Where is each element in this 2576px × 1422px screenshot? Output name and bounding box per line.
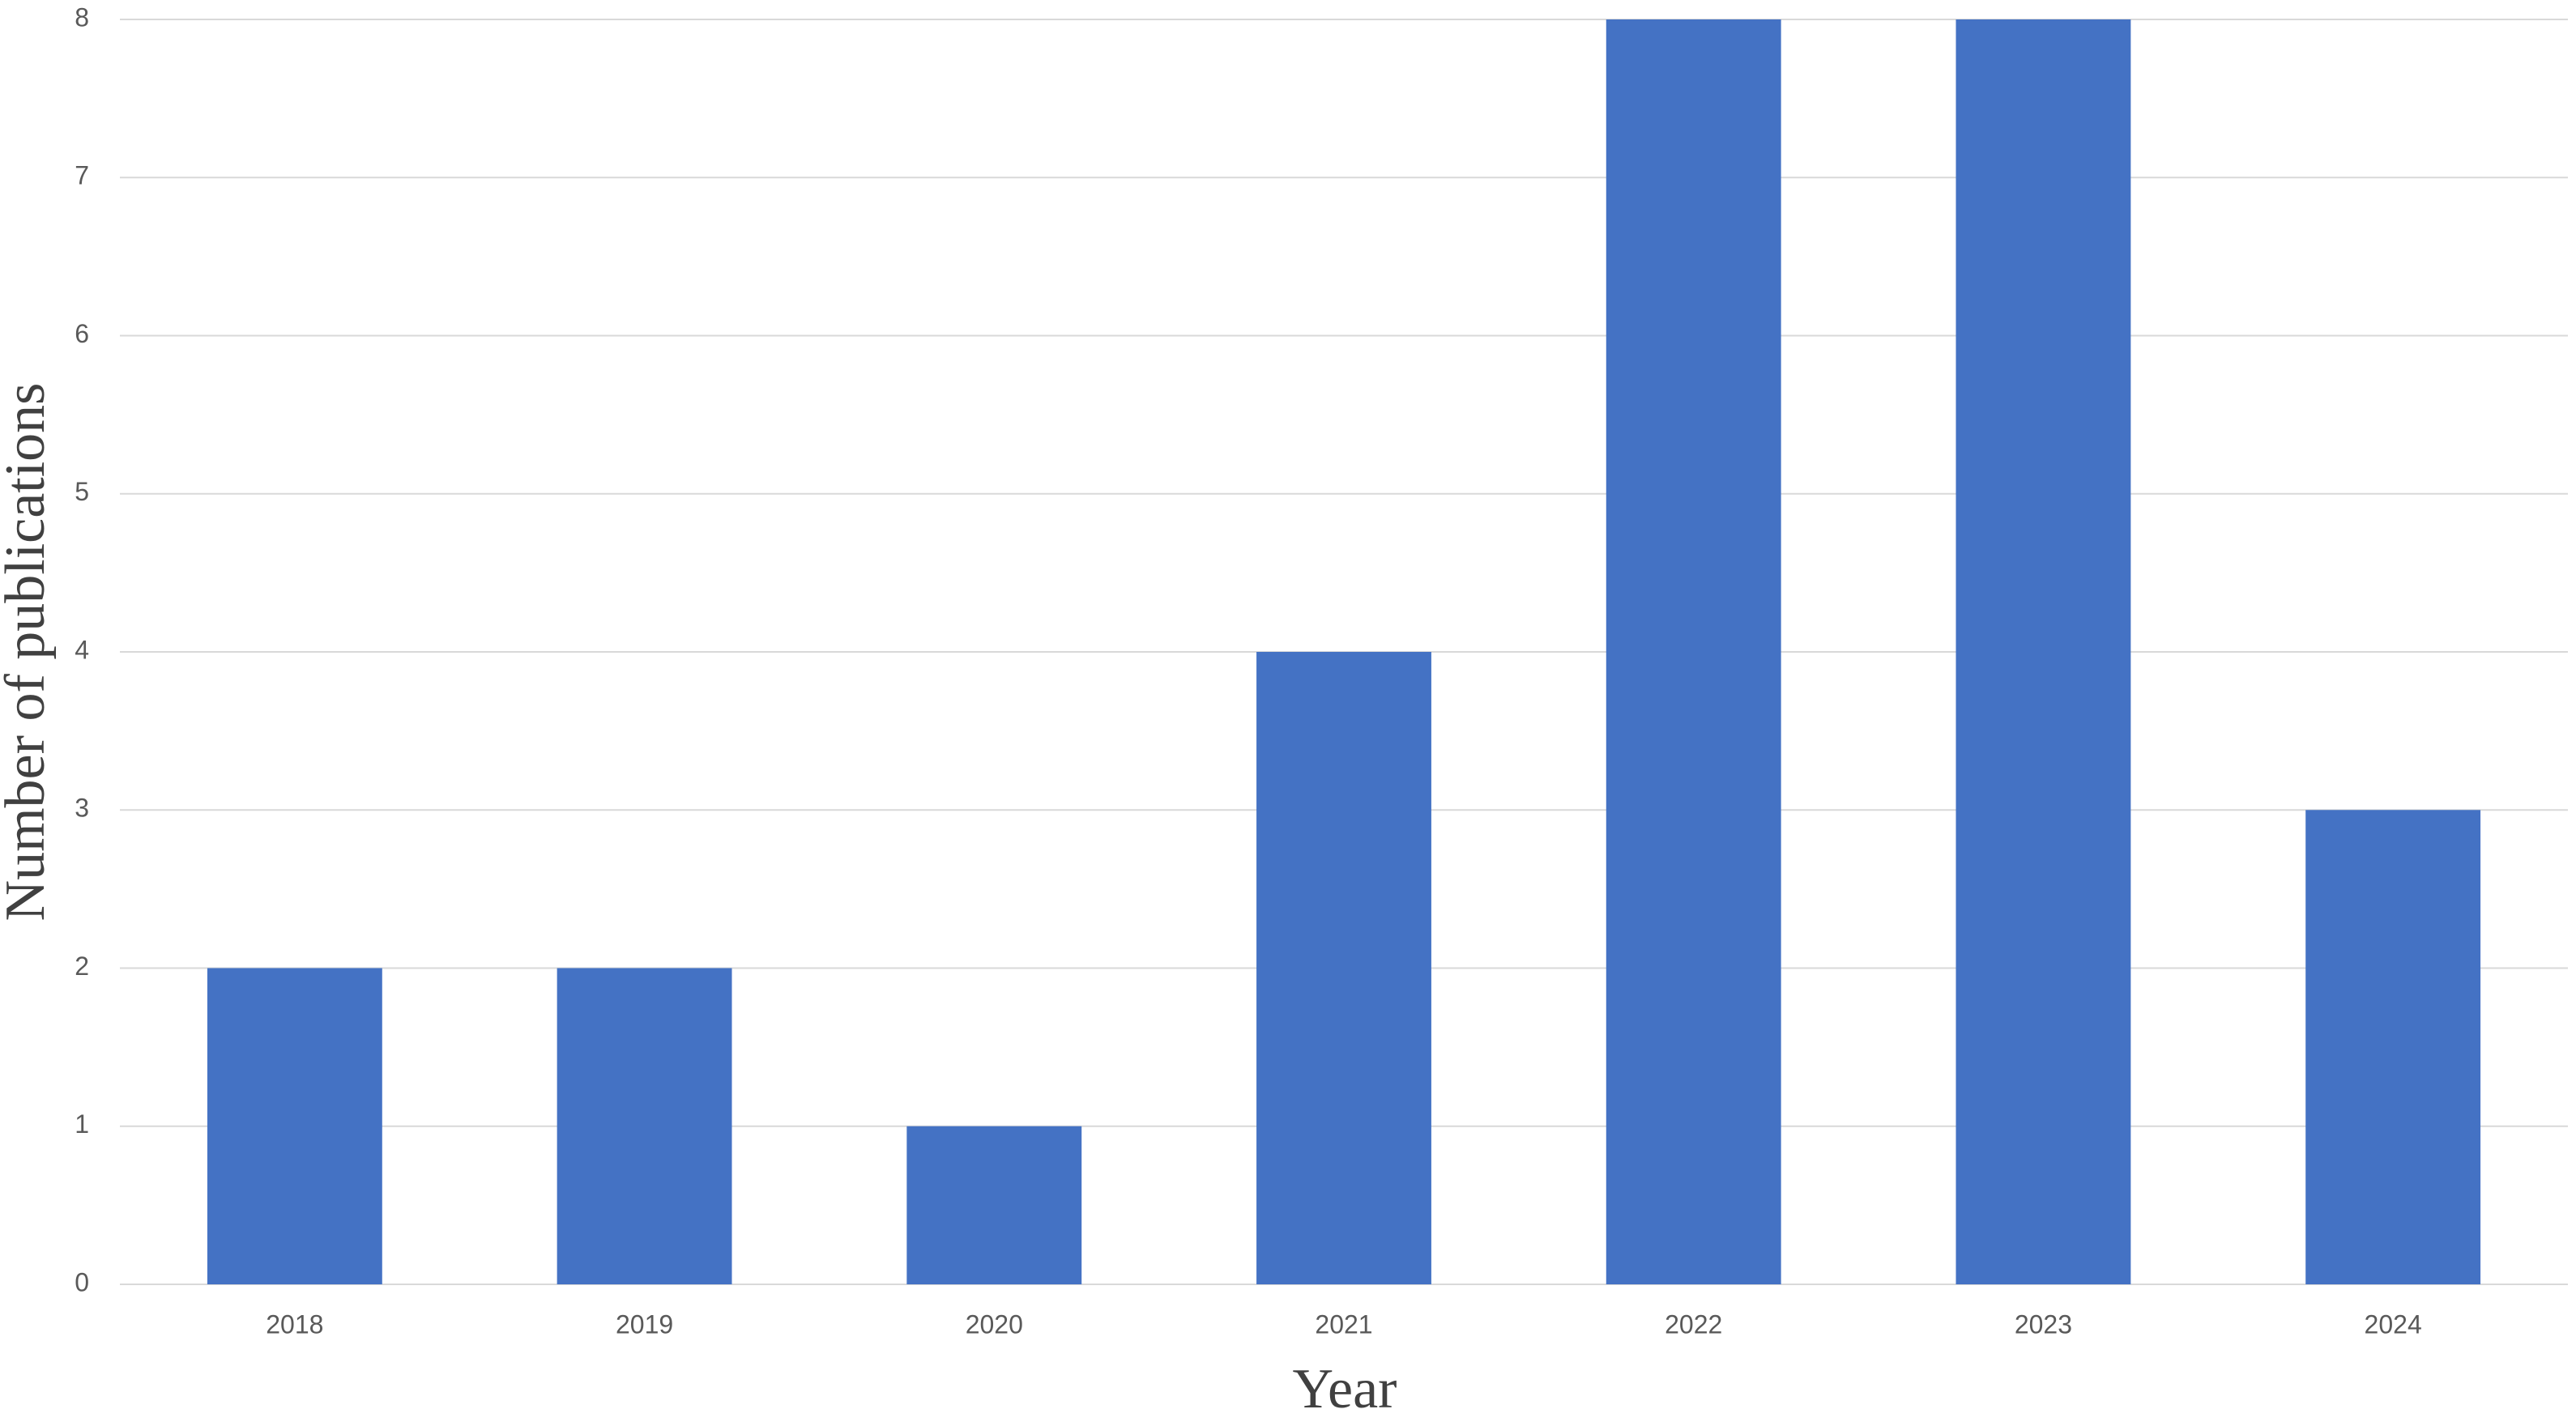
- bar: [1955, 19, 2131, 1284]
- bar: [207, 968, 382, 1284]
- bar: [1256, 652, 1431, 1284]
- bar: [906, 1126, 1082, 1284]
- y-tick-label: 7: [75, 161, 89, 190]
- y-tick-label: 8: [75, 2, 89, 32]
- x-tick-label: 2024: [2365, 1309, 2422, 1339]
- x-tick-label: 2019: [616, 1309, 673, 1339]
- bar: [1606, 19, 1781, 1284]
- y-tick-label: 5: [75, 477, 89, 506]
- y-tick-label: 3: [75, 794, 89, 823]
- y-axis-title: Number of publications: [0, 383, 57, 922]
- x-tick-label: 2020: [966, 1309, 1023, 1339]
- y-tick-label: 0: [75, 1267, 89, 1296]
- y-tick-label: 1: [75, 1109, 89, 1139]
- bar: [557, 968, 732, 1284]
- bar: [2305, 810, 2481, 1284]
- x-tick-label: 2021: [1315, 1309, 1372, 1339]
- x-tick-label: 2018: [266, 1309, 323, 1339]
- y-tick-label: 6: [75, 319, 89, 348]
- y-tick-label: 2: [75, 952, 89, 981]
- x-tick-label: 2023: [2015, 1309, 2072, 1339]
- y-tick-label: 4: [75, 635, 89, 664]
- x-axis-title: Year: [1293, 1358, 1397, 1420]
- x-tick-label: 2022: [1665, 1309, 1722, 1339]
